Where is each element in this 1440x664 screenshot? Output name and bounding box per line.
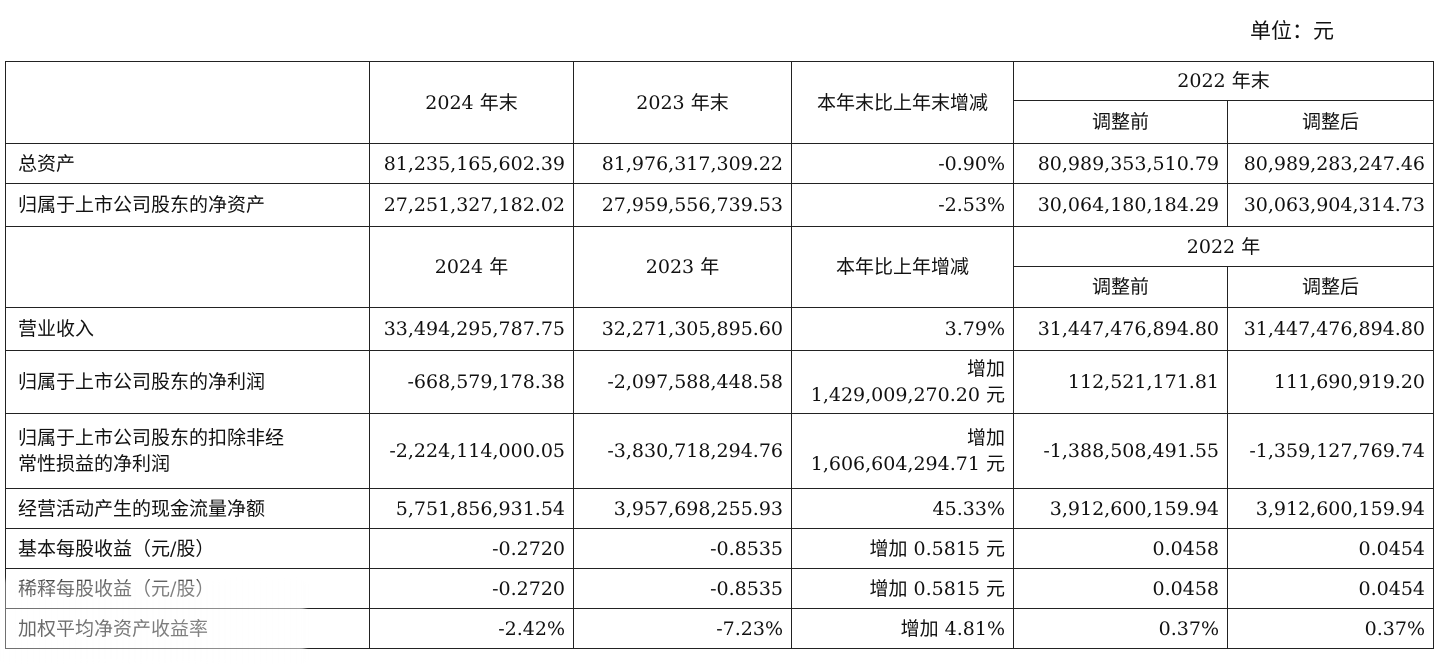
header-2022-year-end: 2022 年末 [1013, 61, 1434, 101]
row-label: 归属于上市公司股东的净资产 [5, 183, 370, 227]
row-label: 基本每股收益（元/股） [5, 528, 370, 569]
value-after: 3,912,600,159.94 [1227, 488, 1434, 529]
value-before: 0.37% [1013, 608, 1228, 649]
value-after: 111,690,919.20 [1227, 350, 1434, 414]
header-2024-year-end: 2024 年末 [369, 61, 574, 144]
header-after-adjustment: 调整后 [1227, 100, 1434, 144]
header-before-adjustment: 调整前 [1013, 266, 1228, 308]
change-line-2: 1,429,009,270.20 元 [810, 384, 1005, 406]
header-blank-cell [5, 61, 370, 144]
header-year-end-change: 本年末比上年末增减 [791, 61, 1014, 144]
blur-overlay [0, 580, 305, 664]
value-after: 31,447,476,894.80 [1227, 307, 1434, 351]
value-before: 0.0458 [1013, 528, 1228, 569]
table-row: 基本每股收益（元/股） -0.2720 -0.8535 增加 0.5815 元 … [5, 528, 1434, 569]
row-label: 归属于上市公司股东的净利润 [5, 350, 370, 414]
header-2023-year: 2023 年 [573, 226, 792, 308]
value-change: 增加 1,429,009,270.20 元 [791, 350, 1014, 414]
header-2024-year: 2024 年 [369, 226, 574, 308]
value-after: 80,989,283,247.46 [1227, 143, 1434, 184]
value-2024: -2,224,114,000.05 [369, 413, 574, 489]
change-line-1: 增加 [966, 358, 1005, 380]
value-2024: 33,494,295,787.75 [369, 307, 574, 351]
change-line-2: 1,606,604,294.71 元 [810, 453, 1005, 475]
balance-header-row: 2024 年末 2023 年末 本年末比上年末增减 2022 年末 [5, 61, 1434, 144]
financial-summary-table: 2024 年末 2023 年末 本年末比上年末增减 2022 年末 调整前 调整… [5, 61, 1434, 649]
value-2023: -3,830,718,294.76 [573, 413, 792, 489]
value-2024: 5,751,856,931.54 [369, 488, 574, 529]
header-year-change: 本年比上年增减 [791, 226, 1014, 308]
value-2024: 27,251,327,182.02 [369, 183, 574, 227]
value-after: 30,063,904,314.73 [1227, 183, 1434, 227]
value-2024: -0.2720 [369, 528, 574, 569]
header-blank-cell [5, 226, 370, 308]
row-label: 营业收入 [5, 307, 370, 351]
table-row: 营业收入 33,494,295,787.75 32,271,305,895.60… [5, 307, 1434, 351]
header-2022-year: 2022 年 [1013, 226, 1434, 267]
value-change: 增加 4.81% [791, 608, 1014, 649]
value-2024: -0.2720 [369, 568, 574, 609]
value-2024: 81,235,165,602.39 [369, 143, 574, 184]
value-change: -0.90% [791, 143, 1014, 184]
income-subheader-row: 调整前 调整后 [6, 266, 1434, 308]
value-change: 3.79% [791, 307, 1014, 351]
value-2023: -0.8535 [573, 568, 792, 609]
value-2024: -2.42% [369, 608, 574, 649]
value-2024: -668,579,178.38 [369, 350, 574, 414]
balance-subheader-row: 调整前 调整后 [6, 100, 1434, 144]
value-2023: -7.23% [573, 608, 792, 649]
value-change: 增加 0.5815 元 [791, 528, 1014, 569]
value-after: -1,359,127,769.74 [1227, 413, 1434, 489]
row-label: 总资产 [5, 143, 370, 184]
value-2023: 27,959,556,739.53 [573, 183, 792, 227]
value-change: 45.33% [791, 488, 1014, 529]
value-before: -1,388,508,491.55 [1013, 413, 1228, 489]
row-label-line-1: 归属于上市公司股东的扣除非经 [18, 427, 285, 449]
table-row: 归属于上市公司股东的净利润 -668,579,178.38 -2,097,588… [5, 350, 1434, 414]
value-before: 30,064,180,184.29 [1013, 183, 1228, 227]
header-after-adjustment: 调整后 [1227, 266, 1434, 308]
unit-label: 单位：元 [1250, 19, 1334, 43]
table-row: 经营活动产生的现金流量净额 5,751,856,931.54 3,957,698… [5, 488, 1434, 529]
change-line-1: 增加 [966, 427, 1005, 449]
value-before: 31,447,476,894.80 [1013, 307, 1228, 351]
value-2023: 81,976,317,309.22 [573, 143, 792, 184]
value-change: 增加 0.5815 元 [791, 568, 1014, 609]
value-before: 3,912,600,159.94 [1013, 488, 1228, 529]
income-header-row: 2024 年 2023 年 本年比上年增减 2022 年 [5, 226, 1434, 308]
value-2023: -2,097,588,448.58 [573, 350, 792, 414]
table-row: 归属于上市公司股东的扣除非经 常性损益的净利润 -2,224,114,000.0… [5, 413, 1434, 489]
value-change: -2.53% [791, 183, 1014, 227]
table-row: 总资产 81,235,165,602.39 81,976,317,309.22 … [5, 143, 1434, 184]
value-2023: -0.8535 [573, 528, 792, 569]
value-after: 0.0454 [1227, 528, 1434, 569]
row-label: 归属于上市公司股东的扣除非经 常性损益的净利润 [5, 413, 370, 489]
header-2023-year-end: 2023 年末 [573, 61, 792, 144]
value-2023: 3,957,698,255.93 [573, 488, 792, 529]
header-before-adjustment: 调整前 [1013, 100, 1228, 144]
value-before: 80,989,353,510.79 [1013, 143, 1228, 184]
row-label-line-2: 常性损益的净利润 [18, 453, 171, 475]
value-before: 112,521,171.81 [1013, 350, 1228, 414]
value-after: 0.0454 [1227, 568, 1434, 609]
value-after: 0.37% [1227, 608, 1434, 649]
row-label: 经营活动产生的现金流量净额 [5, 488, 370, 529]
value-change: 增加 1,606,604,294.71 元 [791, 413, 1014, 489]
value-2023: 32,271,305,895.60 [573, 307, 792, 351]
value-before: 0.0458 [1013, 568, 1228, 609]
table-row: 归属于上市公司股东的净资产 27,251,327,182.02 27,959,5… [5, 183, 1434, 227]
